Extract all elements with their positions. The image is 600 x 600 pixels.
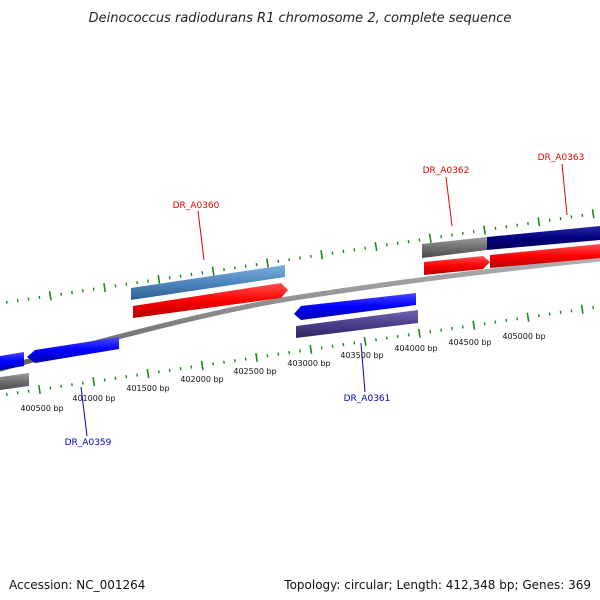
callout-line-dr-a0360: [197, 210, 205, 261]
ruler-tick: [591, 209, 595, 219]
ruler-tick: [363, 336, 367, 346]
axis-tick-label: 405000 bp: [502, 332, 545, 341]
ruler-tick: [103, 282, 106, 293]
axis-tick-label: 402500 bp: [233, 367, 276, 376]
axis-tick-label: 400500 bp: [20, 404, 63, 413]
ruler-tick: [440, 235, 443, 239]
genome-summary-label: Topology: circular; Length: 412,348 bp; …: [284, 578, 591, 592]
ruler-tick: [5, 392, 8, 397]
ruler-tick: [364, 246, 367, 250]
ruler-tick: [233, 266, 236, 270]
ruler-tick: [461, 325, 464, 329]
gene-label-dr-a0361[interactable]: DR_A0361: [344, 394, 391, 404]
ruler-tick: [440, 328, 443, 332]
callout-line-dr-a0359: [80, 386, 88, 437]
ruler-tick: [136, 373, 139, 377]
gene-label-dr-a0363[interactable]: DR_A0363: [538, 153, 585, 163]
ruler-tick: [559, 216, 562, 221]
ruler-tick: [266, 258, 269, 268]
ruler-tick: [5, 300, 8, 304]
cds-feature-dr-a0359[interactable]: [0, 373, 29, 390]
ruler-tick: [190, 272, 193, 277]
ruler-tick: [342, 249, 345, 254]
ruler-tick: [146, 368, 150, 379]
ruler-tick: [418, 328, 421, 338]
ruler-tick: [255, 262, 258, 267]
accession-label: Accession: NC_001264: [9, 578, 146, 592]
gene-feature-dr-a0360[interactable]: [133, 283, 288, 318]
gene-feature-dr-a0361[interactable]: [294, 293, 416, 320]
axis-tick-label: 403000 bp: [287, 359, 330, 368]
ruler-tick: [136, 281, 139, 285]
gene-feature-dr-a0359[interactable]: [27, 337, 119, 363]
ruler-tick: [288, 258, 291, 262]
callout-line-dr-a0363: [561, 163, 568, 216]
cds-feature-dr-a0362[interactable]: [422, 237, 487, 258]
ruler-tick: [537, 314, 540, 318]
ruler-tick: [114, 284, 117, 288]
ruler-tick: [38, 384, 41, 395]
ruler-tick: [81, 381, 84, 385]
ruler-tick: [179, 274, 182, 278]
gene-feature-dr-a0363[interactable]: [490, 244, 600, 268]
gene-label-dr-a0360[interactable]: DR_A0360: [173, 201, 220, 211]
cds-feature-dr-a0363[interactable]: [487, 226, 600, 250]
ruler-tick: [494, 226, 497, 231]
ruler-tick: [570, 215, 573, 219]
ruler-tick: [211, 266, 215, 276]
map-title: Deinococcus radiodurans R1 chromosome 2,…: [89, 11, 512, 26]
ruler-tick: [38, 295, 41, 300]
ruler-tick: [472, 320, 476, 330]
callout-line-dr-a0362: [445, 176, 453, 227]
ruler-tick: [200, 360, 204, 371]
ruler-tick: [60, 384, 63, 388]
axis-tick-label: 401500 bp: [126, 384, 169, 393]
gene-label-dr-a0362[interactable]: DR_A0362: [423, 166, 470, 176]
axis-tick-label: 404000 bp: [394, 344, 437, 353]
ruler-tick: [526, 312, 530, 322]
ruler-tick: [60, 292, 63, 296]
ruler-tick: [81, 289, 84, 293]
axis-tick-label: 402000 bp: [180, 375, 223, 384]
ruler-tick: [27, 297, 30, 301]
ruler-tick: [385, 243, 388, 247]
ruler-tick: [320, 250, 324, 260]
ruler-tick: [418, 238, 421, 242]
inner-tick-ruler: [5, 304, 595, 397]
ruler-tick: [385, 336, 388, 340]
axis-tick-label: 404500 bp: [448, 338, 491, 347]
axis-tick-label: 403500 bp: [340, 351, 383, 360]
axis-tick-label: 401000 bp: [72, 394, 115, 403]
ruler-tick: [157, 370, 160, 374]
ruler-tick: [537, 217, 541, 227]
ruler-tick: [580, 304, 584, 314]
ruler-tick: [48, 291, 52, 301]
ruler-tick: [592, 305, 595, 310]
ruler-tick: [309, 254, 312, 258]
ruler-tick: [407, 239, 410, 244]
ruler-tick: [516, 317, 519, 321]
gene-label-dr-a0359[interactable]: DR_A0359: [65, 438, 112, 448]
gene-feature-reverse-partial[interactable]: [0, 352, 24, 370]
ruler-tick: [157, 274, 161, 284]
gene-feature-dr-a0362[interactable]: [424, 256, 490, 275]
ruler-tick: [255, 352, 258, 363]
ruler-tick: [516, 223, 519, 227]
outer-tick-ruler: [5, 209, 595, 304]
ruler-tick: [212, 362, 215, 366]
ruler-tick: [483, 225, 486, 235]
ruler-tick: [374, 241, 378, 252]
ruler-tick: [288, 350, 291, 355]
ruler-tick: [428, 233, 432, 243]
ruler-tick: [233, 359, 236, 363]
cds-feature-dr-a0360[interactable]: [131, 265, 285, 300]
ruler-tick: [331, 251, 334, 255]
ruler-tick: [461, 231, 464, 235]
ruler-tick: [309, 344, 313, 354]
callout-line-dr-a0361: [360, 342, 366, 393]
ruler-tick: [92, 376, 96, 387]
cds-feature-dr-a0361[interactable]: [296, 310, 418, 338]
